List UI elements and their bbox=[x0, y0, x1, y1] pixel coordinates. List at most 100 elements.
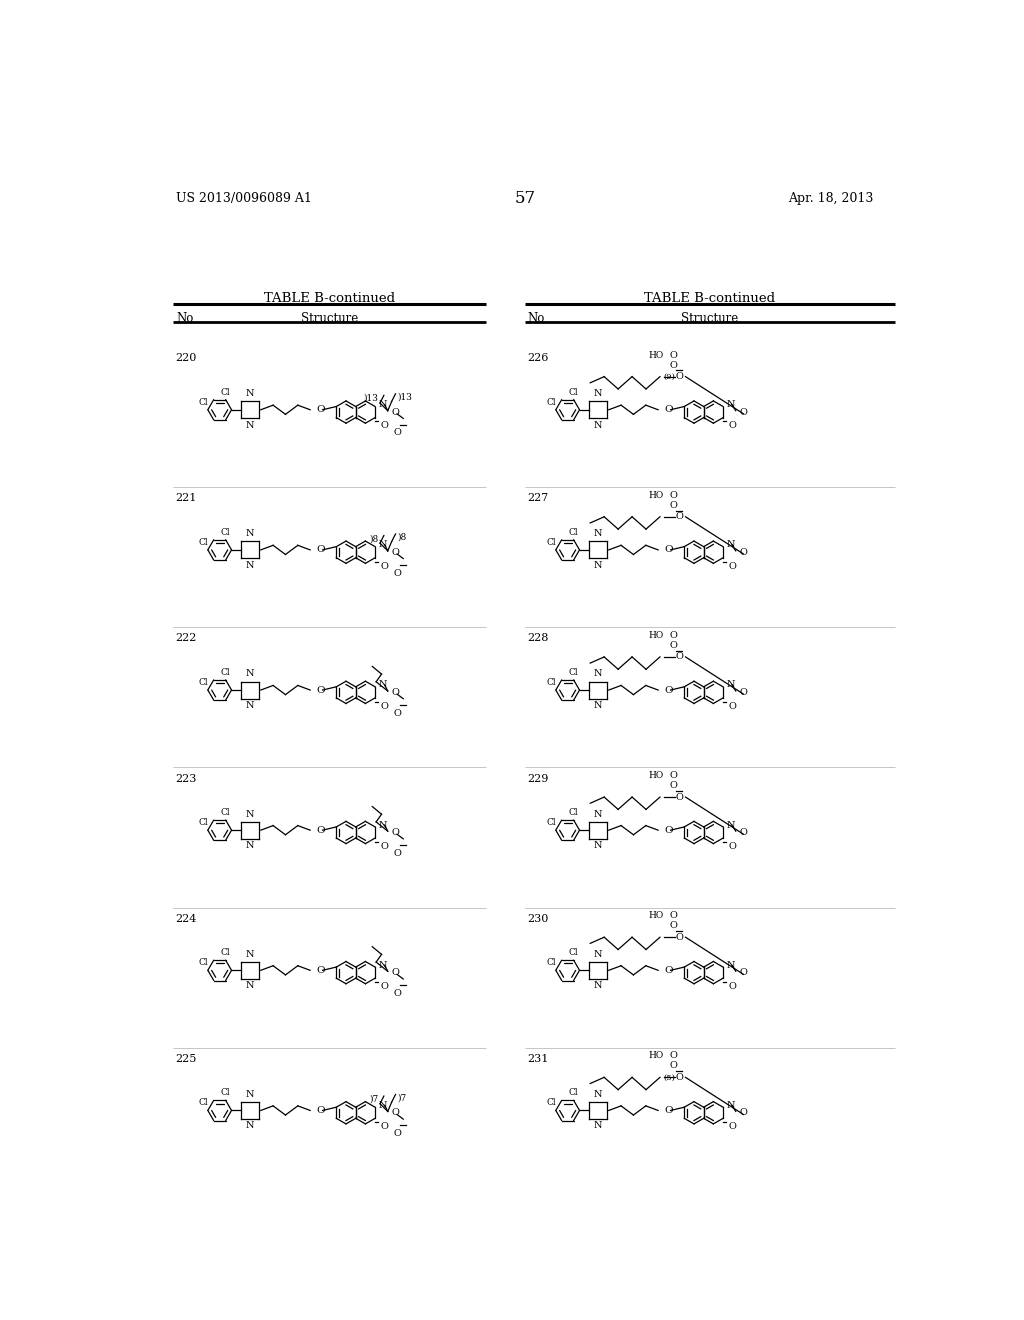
Text: O: O bbox=[670, 500, 677, 510]
Text: N: N bbox=[594, 701, 602, 710]
Text: N: N bbox=[726, 680, 735, 689]
Text: N: N bbox=[594, 421, 602, 429]
Text: O: O bbox=[316, 685, 325, 694]
Text: Cl: Cl bbox=[568, 808, 578, 817]
Text: N: N bbox=[246, 669, 254, 678]
Text: N: N bbox=[594, 841, 602, 850]
Text: O: O bbox=[670, 351, 677, 359]
Text: 221: 221 bbox=[175, 494, 197, 503]
Text: N: N bbox=[379, 680, 387, 689]
Text: (9): (9) bbox=[664, 372, 676, 380]
Text: O: O bbox=[391, 1109, 399, 1118]
Text: O: O bbox=[665, 1106, 673, 1115]
Text: O: O bbox=[316, 545, 325, 554]
Text: N: N bbox=[379, 821, 387, 829]
Text: 222: 222 bbox=[175, 634, 197, 643]
Text: HO: HO bbox=[648, 631, 664, 640]
Text: Cl: Cl bbox=[199, 818, 209, 828]
Text: O: O bbox=[728, 842, 736, 851]
Text: Cl: Cl bbox=[547, 537, 556, 546]
Text: O: O bbox=[380, 1122, 388, 1131]
Text: O: O bbox=[393, 1129, 401, 1138]
Text: O: O bbox=[739, 548, 748, 557]
Text: Cl: Cl bbox=[220, 1089, 229, 1097]
Text: O: O bbox=[739, 969, 748, 977]
Text: HO: HO bbox=[648, 351, 664, 359]
Text: No: No bbox=[528, 313, 545, 326]
Text: Cl: Cl bbox=[199, 958, 209, 968]
Text: Cl: Cl bbox=[220, 388, 229, 397]
Text: 227: 227 bbox=[527, 494, 549, 503]
Text: N: N bbox=[726, 961, 735, 970]
Text: )13: )13 bbox=[364, 393, 379, 403]
Text: 57: 57 bbox=[514, 190, 536, 207]
Text: O: O bbox=[380, 421, 388, 430]
Text: O: O bbox=[676, 933, 683, 941]
Text: O: O bbox=[670, 491, 677, 500]
Text: O: O bbox=[739, 828, 748, 837]
Text: N: N bbox=[246, 1121, 254, 1130]
Text: O: O bbox=[393, 569, 401, 578]
Text: TABLE B-continued: TABLE B-continued bbox=[264, 293, 395, 305]
Text: N: N bbox=[246, 1090, 254, 1098]
Text: N: N bbox=[594, 561, 602, 570]
Text: O: O bbox=[391, 688, 399, 697]
Text: Cl: Cl bbox=[220, 528, 229, 537]
Text: N: N bbox=[594, 669, 602, 678]
Text: N: N bbox=[246, 529, 254, 539]
Text: N: N bbox=[594, 529, 602, 539]
Text: O: O bbox=[728, 561, 736, 570]
Text: O: O bbox=[393, 989, 401, 998]
Text: O: O bbox=[316, 1106, 325, 1115]
Text: )7: )7 bbox=[370, 1094, 379, 1104]
Text: 228: 228 bbox=[527, 634, 549, 643]
Text: O: O bbox=[676, 792, 683, 801]
Text: O: O bbox=[391, 548, 399, 557]
Text: O: O bbox=[391, 408, 399, 417]
Text: 226: 226 bbox=[527, 354, 549, 363]
Text: O: O bbox=[676, 1073, 683, 1082]
Text: Cl: Cl bbox=[220, 808, 229, 817]
Text: O: O bbox=[391, 828, 399, 837]
Text: Cl: Cl bbox=[568, 1089, 578, 1097]
Text: Cl: Cl bbox=[547, 397, 556, 407]
Text: O: O bbox=[316, 405, 325, 414]
Text: Cl: Cl bbox=[220, 948, 229, 957]
Text: N: N bbox=[594, 389, 602, 399]
Text: 225: 225 bbox=[175, 1053, 197, 1064]
Text: O: O bbox=[670, 1051, 677, 1060]
Text: O: O bbox=[665, 685, 673, 694]
Text: 229: 229 bbox=[527, 774, 549, 784]
Text: )7: )7 bbox=[397, 1093, 407, 1102]
Text: O: O bbox=[676, 372, 683, 381]
Text: O: O bbox=[670, 360, 677, 370]
Text: No: No bbox=[176, 313, 194, 326]
Text: N: N bbox=[726, 821, 735, 829]
Text: O: O bbox=[670, 1061, 677, 1071]
Text: O: O bbox=[728, 982, 736, 991]
Text: O: O bbox=[670, 631, 677, 640]
Text: Cl: Cl bbox=[568, 388, 578, 397]
Text: Cl: Cl bbox=[199, 1098, 209, 1107]
Text: N: N bbox=[594, 981, 602, 990]
Text: N: N bbox=[246, 809, 254, 818]
Text: N: N bbox=[726, 1101, 735, 1110]
Text: )8: )8 bbox=[370, 535, 379, 543]
Text: O: O bbox=[728, 1122, 736, 1131]
Text: O: O bbox=[393, 429, 401, 437]
Text: Cl: Cl bbox=[568, 668, 578, 677]
Text: N: N bbox=[594, 809, 602, 818]
Text: O: O bbox=[670, 642, 677, 649]
Text: 231: 231 bbox=[527, 1053, 549, 1064]
Text: HO: HO bbox=[648, 771, 664, 780]
Text: O: O bbox=[665, 545, 673, 554]
Text: O: O bbox=[676, 512, 683, 521]
Text: N: N bbox=[726, 540, 735, 549]
Text: HO: HO bbox=[648, 1051, 664, 1060]
Text: O: O bbox=[380, 982, 388, 991]
Text: O: O bbox=[670, 921, 677, 931]
Text: O: O bbox=[739, 1109, 748, 1118]
Text: N: N bbox=[246, 389, 254, 399]
Text: O: O bbox=[665, 405, 673, 414]
Text: )13: )13 bbox=[397, 392, 412, 401]
